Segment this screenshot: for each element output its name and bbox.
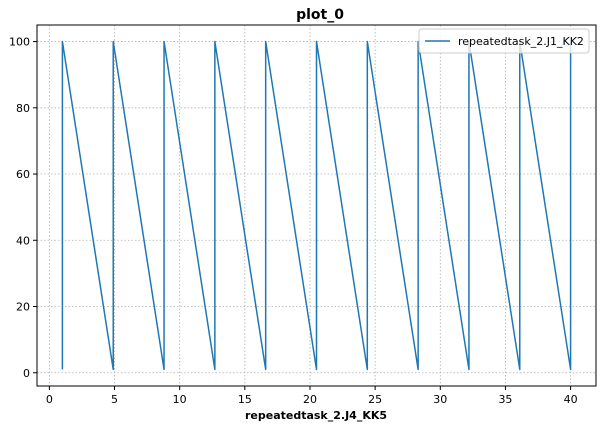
grid-lines	[37, 25, 596, 386]
x-axis-label: repeatedtask_2.J4_KK5	[245, 409, 387, 422]
legend-box	[418, 28, 590, 54]
y-tick-label: 60	[16, 168, 30, 181]
y-tick-label: 80	[16, 102, 30, 115]
x-tick-label: 15	[238, 393, 252, 406]
y-axis: 0 20 40 60 80 100	[9, 36, 37, 380]
x-tick-label: 20	[303, 393, 317, 406]
y-tick-label: 20	[16, 301, 30, 314]
series-line-0	[61, 40, 572, 371]
x-tick-label: 10	[173, 393, 187, 406]
legend-label: repeatedtask_2.J1_KK2	[458, 35, 584, 48]
x-axis: 0 5 10 15 20 25 30 35 40	[46, 386, 578, 406]
plot-frame	[36, 24, 597, 387]
x-tick-label: 25	[368, 393, 382, 406]
x-tick-label: 30	[433, 393, 447, 406]
legend: repeatedtask_2.J1_KK2	[418, 28, 590, 54]
x-tick-label: 5	[111, 393, 118, 406]
x-tick-label: 0	[46, 393, 53, 406]
x-tick-label: 35	[498, 393, 512, 406]
x-tick-label: 40	[564, 393, 578, 406]
y-tick-label: 100	[9, 36, 30, 49]
y-tick-label: 40	[16, 234, 30, 247]
y-tick-label: 0	[23, 367, 30, 380]
chart-title: plot_0	[296, 7, 344, 23]
series-layer	[61, 40, 572, 371]
